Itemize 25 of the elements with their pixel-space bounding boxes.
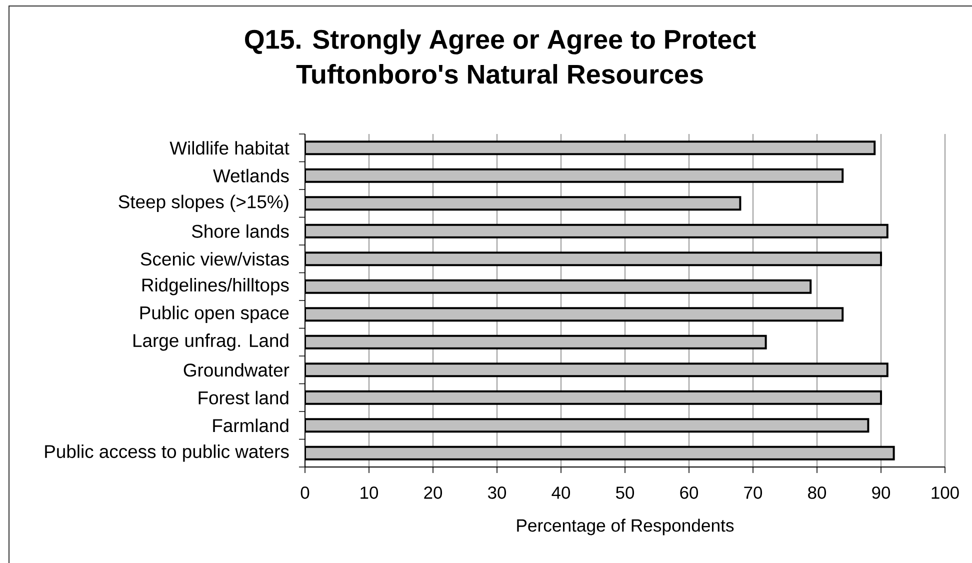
x-tick-label: 90 — [872, 486, 890, 499]
y-tick-label: Forest land — [198, 390, 288, 404]
y-tick-label: Public open space — [140, 306, 289, 323]
y-tick-label: Shore lands — [192, 224, 289, 238]
x-tick-label: 50 — [616, 486, 634, 499]
y-tick-label: Public access to public waters — [45, 444, 289, 462]
x-tick-label: 100 — [932, 486, 959, 499]
x-tick-label: 40 — [552, 486, 570, 499]
chart-title: Q15. Strongly Agree or Agree to Protect Tuftonboro's Natural Resources — [245, 29, 756, 84]
x-tick-label: 60 — [680, 486, 698, 499]
y-tick-label: Steep slopes (>15%) — [118, 194, 288, 212]
x-tick-label: 20 — [424, 486, 442, 499]
x-tick-label: 10 — [360, 486, 378, 499]
x-tick-label: 70 — [744, 486, 762, 499]
y-tick-label: Scenic view/vistas — [140, 252, 289, 266]
y-tick-label: Ridgelines/hilltops — [142, 278, 289, 296]
y-tick-label: Groundwater — [184, 363, 290, 377]
y-tick-label: Wetlands — [213, 168, 289, 182]
x-tick-label: 0 — [300, 486, 310, 499]
x-axis-title: Percentage of Respondents — [517, 518, 734, 536]
y-tick-label: Farmland — [213, 418, 288, 432]
x-tick-label: 30 — [488, 486, 506, 499]
y-tick-label: Wildlife habitat — [170, 141, 290, 155]
x-tick-label: 80 — [808, 486, 826, 499]
y-tick-label: Large unfrag. Land — [134, 334, 288, 351]
